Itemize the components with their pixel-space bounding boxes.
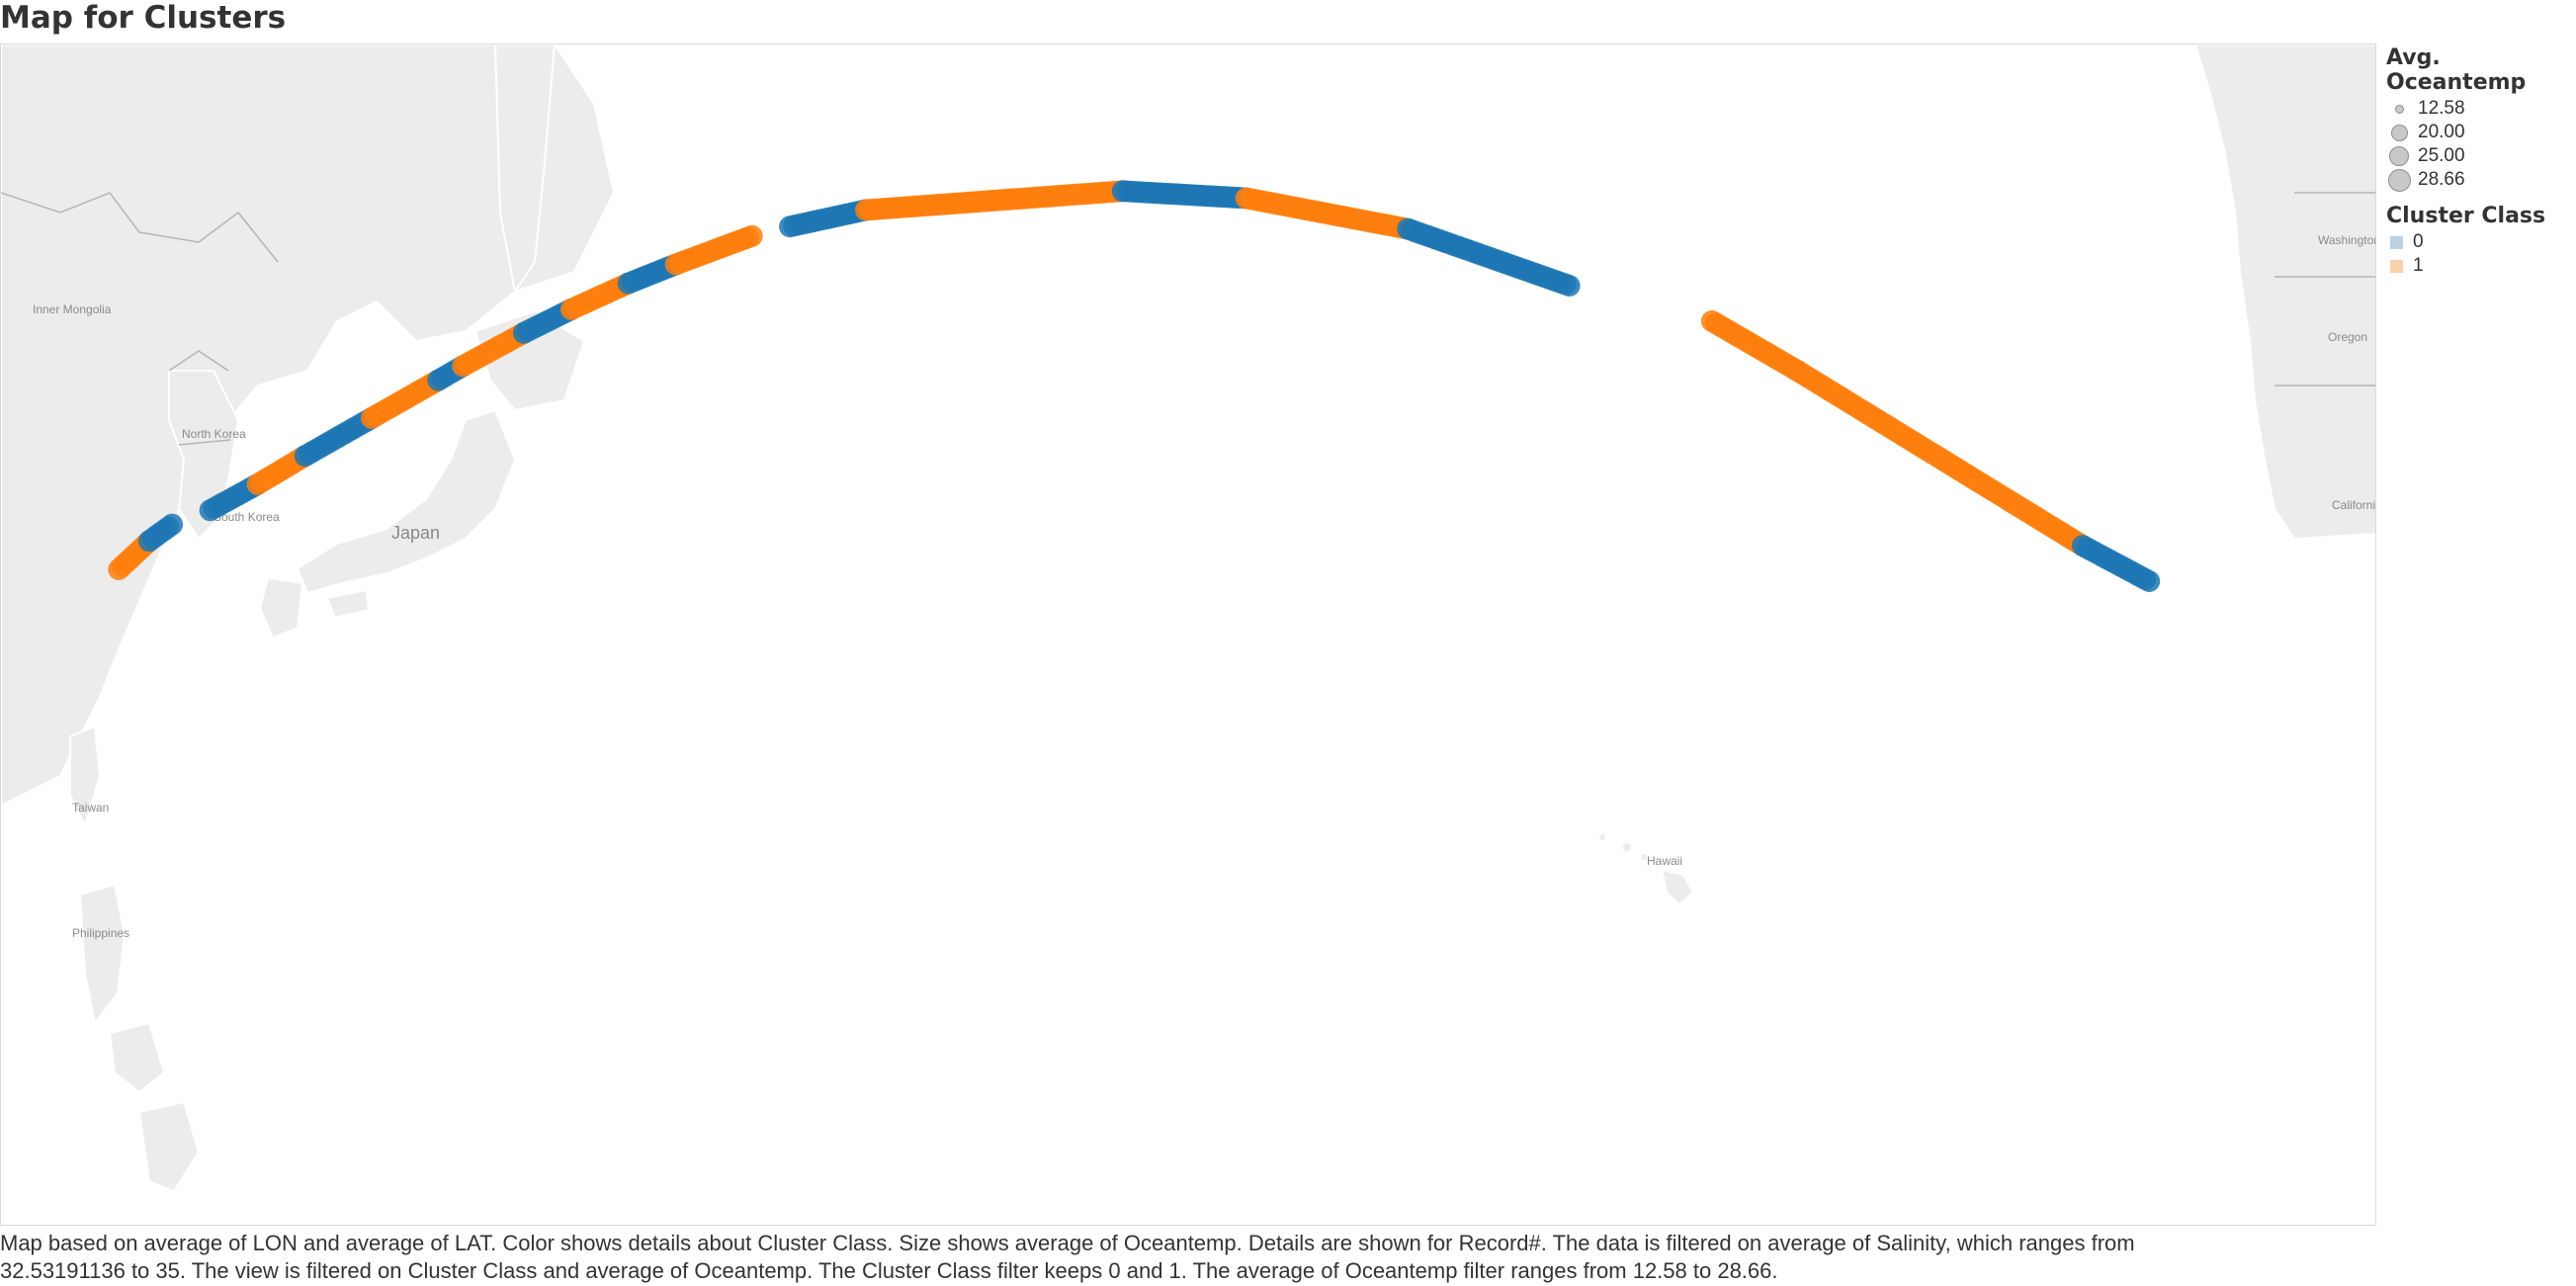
border-korea	[178, 439, 231, 446]
size-legend-label: 20.00	[2418, 122, 2465, 142]
land-honshu	[296, 408, 517, 595]
map-view[interactable]: Inner Mongolia North Korea South Korea J…	[0, 43, 2376, 1226]
size-dot-icon	[2387, 168, 2411, 192]
size-dot-icon	[2394, 104, 2404, 114]
border-china-korea	[168, 350, 229, 372]
label-california: California	[2332, 498, 2376, 512]
size-dot-icon	[2390, 124, 2408, 141]
land-hawaii-big	[1660, 868, 1695, 906]
color-legend-title: Cluster Class	[2386, 204, 2546, 228]
size-legend-item: 28.66	[2386, 168, 2574, 192]
label-oregon: Oregon	[2328, 330, 2367, 344]
label-taiwan: Taiwan	[72, 801, 109, 814]
place-labels: Inner Mongolia North Korea South Korea J…	[33, 233, 2376, 940]
land-kyushu	[258, 576, 304, 640]
label-inner-mongolia: Inner Mongolia	[33, 302, 112, 316]
land-hawaii-3	[1639, 852, 1649, 862]
size-legend-title: Avg. Oceantemp	[2386, 45, 2527, 95]
size-legend-label: 28.66	[2418, 169, 2465, 190]
label-north-korea: North Korea	[182, 427, 246, 441]
color-legend-label: 0	[2413, 231, 2424, 252]
track-point[interactable]	[161, 513, 184, 536]
size-legend-item: 20.00	[2386, 121, 2574, 144]
track-point[interactable]	[1558, 275, 1581, 297]
land-mindanao	[137, 1100, 201, 1193]
caption: Map based on average of LON and average …	[0, 1230, 2392, 1285]
label-washington: Washington	[2318, 233, 2376, 247]
land-north-america	[2193, 44, 2375, 541]
land-luzon	[78, 883, 127, 1026]
caption-line: 32.53191136 to 35. The view is filtered …	[0, 1258, 1778, 1283]
class-swatch-icon	[2390, 235, 2403, 249]
land-hawaii-2	[1621, 841, 1633, 853]
color-legend-item[interactable]: 0	[2386, 230, 2574, 254]
caption-line: Map based on average of LON and average …	[0, 1231, 2135, 1255]
color-legend-item[interactable]: 1	[2386, 254, 2574, 278]
track-point[interactable]	[740, 224, 763, 247]
map-canvas[interactable]: Inner Mongolia North Korea South Korea J…	[1, 44, 2376, 1226]
land-layer	[1, 44, 2375, 1193]
page-title: Map for Clusters	[0, 0, 287, 36]
label-philippines: Philippines	[72, 926, 129, 940]
border-china-mongolia	[1, 192, 279, 263]
land-taiwan	[69, 725, 102, 828]
label-japan: Japan	[391, 523, 440, 543]
color-legend-label: 1	[2413, 255, 2424, 276]
size-legend-item: 25.00	[2386, 144, 2574, 168]
land-shikoku	[325, 588, 371, 620]
label-south-korea: South Korea	[214, 510, 280, 524]
border-layer	[1, 192, 2375, 446]
track-point[interactable]	[2138, 570, 2161, 592]
land-sakhalin	[493, 44, 557, 295]
class-swatch-icon	[2390, 259, 2403, 273]
land-hawaii-1	[1597, 832, 1607, 842]
legend: Avg. Oceantemp 12.58 20.00 25.00 28.66 C…	[2386, 45, 2574, 278]
size-legend-label: 25.00	[2418, 145, 2465, 166]
size-dot-icon	[2389, 146, 2409, 166]
size-legend-item: 12.58	[2386, 97, 2574, 121]
size-legend-label: 12.58	[2418, 98, 2465, 119]
cluster-track	[108, 180, 2161, 592]
label-hawaii: Hawaii	[1647, 854, 1682, 868]
land-visayas	[108, 1021, 166, 1094]
